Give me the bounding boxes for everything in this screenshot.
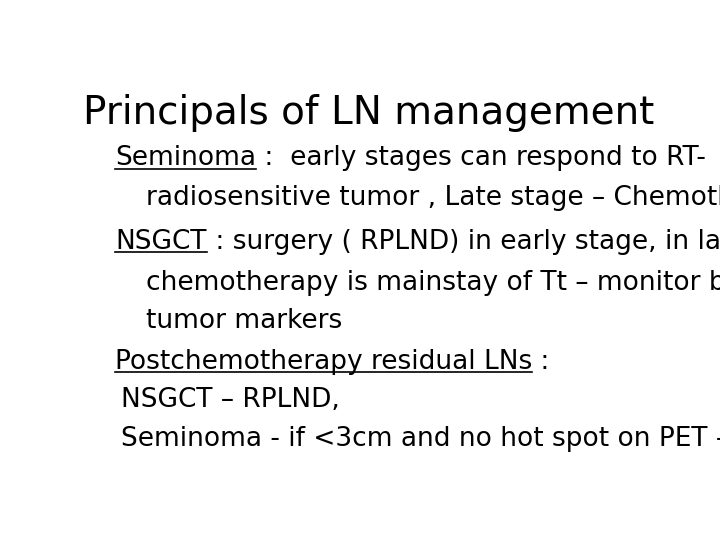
Text: NSGCT: NSGCT bbox=[115, 228, 207, 254]
Text: tumor markers: tumor markers bbox=[145, 307, 342, 334]
Text: Seminoma - if <3cm and no hot spot on PET – can observe: Seminoma - if <3cm and no hot spot on PE… bbox=[121, 426, 720, 452]
Text: radiosensitive tumor , Late stage – Chemotherapy: radiosensitive tumor , Late stage – Chem… bbox=[145, 185, 720, 211]
Text: Principals of LN management: Principals of LN management bbox=[84, 94, 654, 132]
Text: :  early stages can respond to RT-  highly: : early stages can respond to RT- highly bbox=[256, 145, 720, 171]
Text: Postchemotherapy residual LNs: Postchemotherapy residual LNs bbox=[115, 349, 532, 375]
Text: Seminoma: Seminoma bbox=[115, 145, 256, 171]
Text: : surgery ( RPLND) in early stage, in late stage: : surgery ( RPLND) in early stage, in la… bbox=[207, 228, 720, 254]
Text: chemotherapy is mainstay of Tt – monitor by imaging and: chemotherapy is mainstay of Tt – monitor… bbox=[145, 270, 720, 296]
Text: :: : bbox=[532, 349, 550, 375]
Text: NSGCT – RPLND,: NSGCT – RPLND, bbox=[121, 387, 340, 413]
